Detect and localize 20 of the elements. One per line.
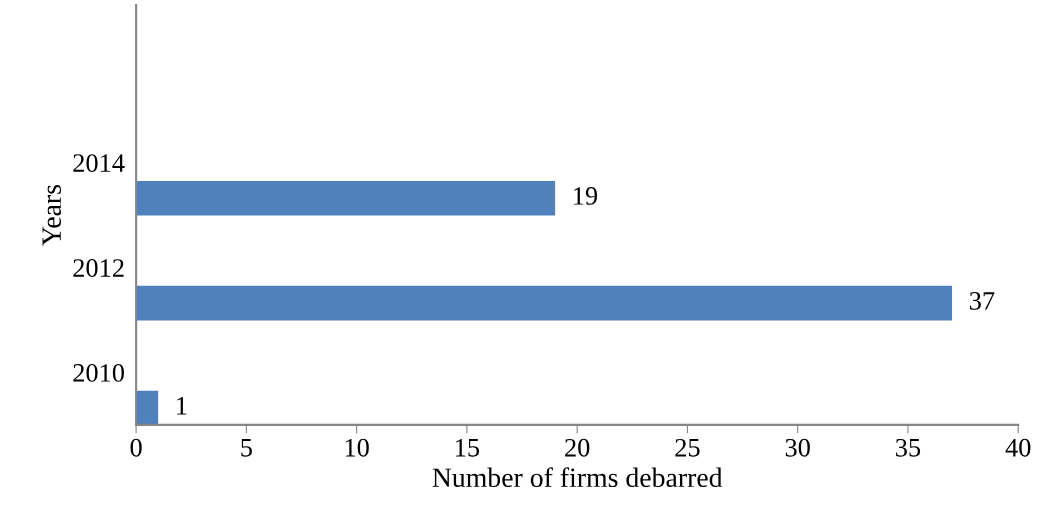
x-tick-label: 35	[896, 438, 921, 457]
data-label: 37	[969, 292, 995, 310]
x-tick-label: 20	[565, 438, 590, 457]
x-tick-label: 25	[675, 438, 700, 457]
y-tick-label: 2014	[73, 154, 125, 172]
data-label: 19	[574, 187, 598, 205]
data-label: 1	[177, 397, 187, 415]
y-tick-label: 2010	[73, 364, 124, 382]
y-tick-label: 2012	[73, 259, 124, 277]
y-axis-title: Years	[42, 185, 62, 246]
x-tick-label: 10	[345, 438, 369, 457]
bar	[136, 390, 159, 425]
x-tick-label: 5	[241, 439, 252, 457]
bar	[136, 285, 953, 321]
x-tick-label: 0	[130, 438, 142, 457]
x-tick-label: 40	[1005, 438, 1031, 457]
x-tick-label: 30	[785, 438, 810, 457]
bar	[136, 180, 556, 216]
x-axis-title: Number of firms debarred	[432, 467, 723, 488]
x-tick-label: 15	[456, 438, 480, 457]
